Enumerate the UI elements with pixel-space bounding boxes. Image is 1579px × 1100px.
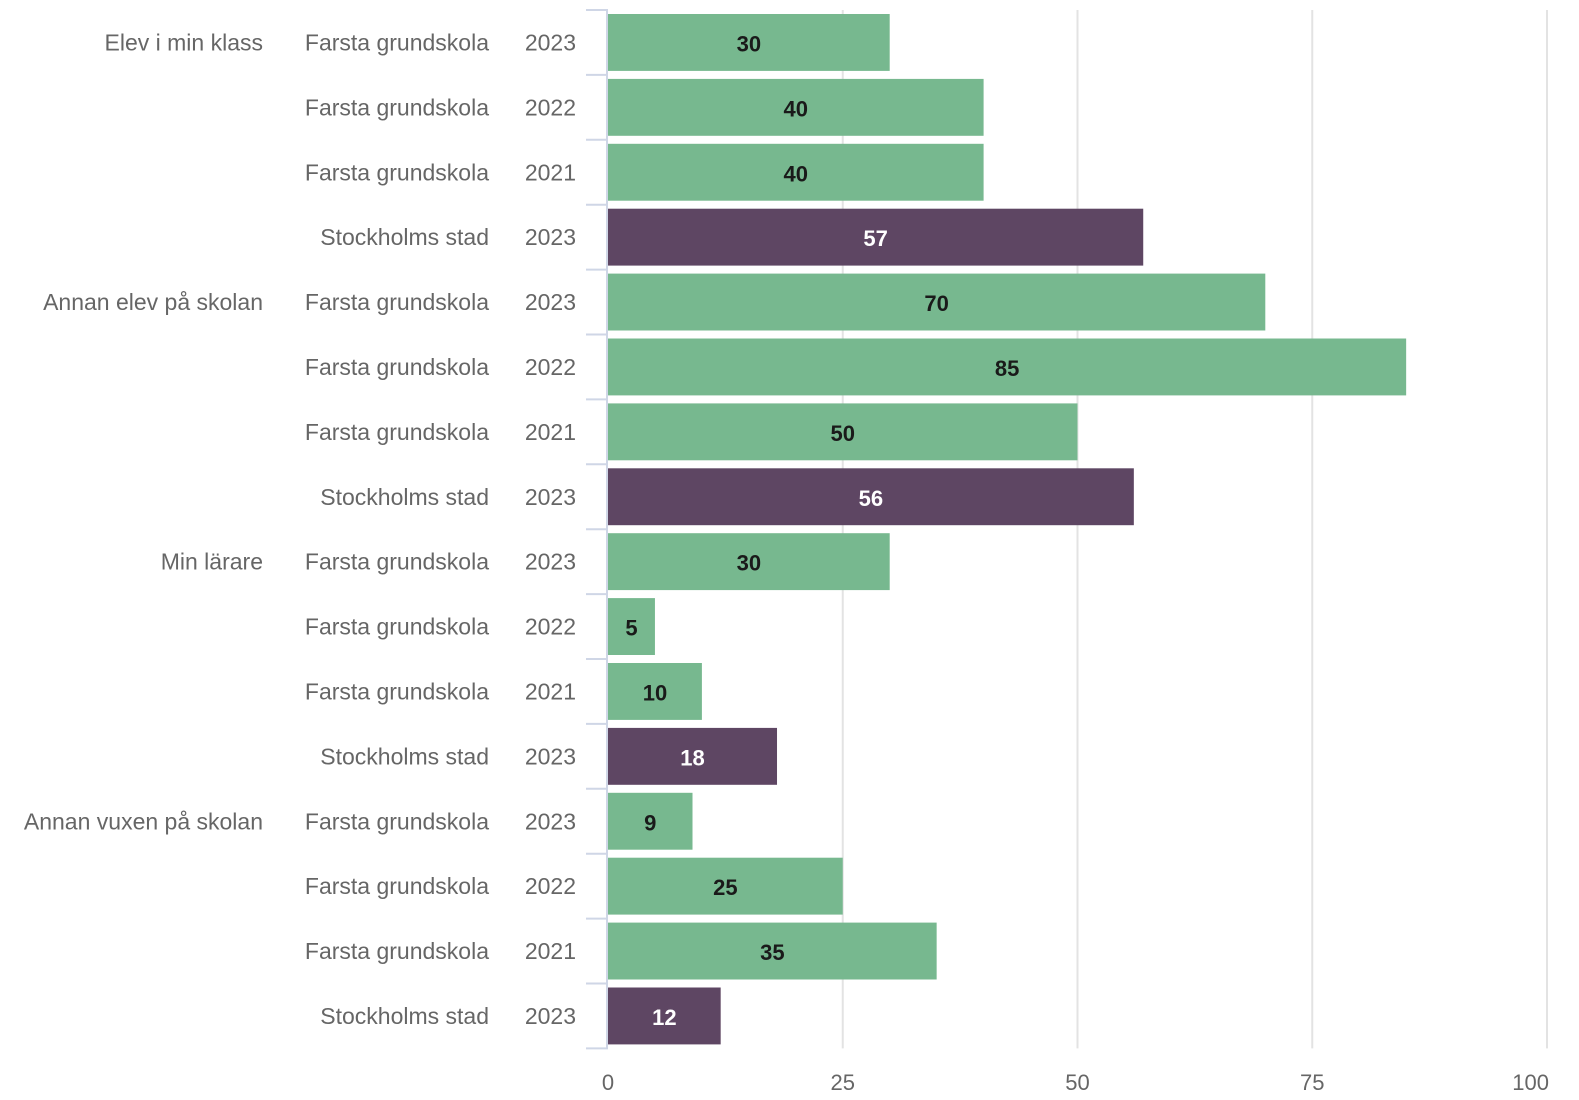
value-label: 25: [713, 875, 737, 900]
bar: [608, 533, 890, 591]
unit-label: Farsta grundskola: [305, 354, 489, 380]
unit-label: Farsta grundskola: [305, 873, 489, 899]
year-label: 2022: [525, 94, 576, 120]
x-axis-ticks: 0 25 50 75 100: [602, 1070, 1549, 1095]
year-label: 2021: [525, 938, 576, 964]
year-label: 2023: [525, 743, 576, 769]
year-label: 2022: [525, 354, 576, 380]
value-label: 18: [680, 745, 704, 770]
unit-label: Stockholms stad: [320, 484, 489, 510]
bar: [608, 14, 890, 71]
year-label: 2021: [525, 419, 576, 445]
row-labels: Elev i min klass Farsta grundskola 2023 Far…: [24, 29, 576, 1028]
value-label: 30: [737, 31, 761, 56]
value-label: 5: [625, 616, 637, 641]
value-label: 85: [995, 356, 1019, 381]
unit-label: Farsta grundskola: [305, 159, 489, 185]
bar: [608, 598, 655, 655]
value-label: 57: [863, 226, 887, 251]
value-label: 35: [760, 940, 784, 965]
year-label: 2021: [525, 159, 576, 185]
unit-label: Farsta grundskola: [305, 614, 489, 640]
year-label: 2023: [525, 1003, 576, 1029]
unit-label: Farsta grundskola: [305, 29, 489, 55]
bar: [608, 208, 1144, 266]
x-tick-label: 75: [1300, 1070, 1324, 1095]
group-label: Min lärare: [161, 549, 263, 575]
bar: [608, 273, 1266, 331]
value-label: 10: [643, 680, 667, 705]
x-tick-label: 100: [1512, 1070, 1549, 1095]
unit-label: Farsta grundskola: [305, 678, 489, 704]
unit-label: Farsta grundskola: [305, 938, 489, 964]
value-label: 56: [859, 486, 883, 511]
bar: [608, 403, 1078, 461]
value-label: 40: [784, 96, 808, 121]
value-label: 30: [737, 551, 761, 576]
x-tick-label: 0: [602, 1070, 614, 1095]
bar: [608, 143, 984, 201]
unit-label: Stockholms stad: [320, 1003, 489, 1029]
value-label: 70: [924, 291, 948, 316]
bar: [608, 468, 1134, 526]
unit-label: Farsta grundskola: [305, 419, 489, 445]
x-tick-label: 25: [831, 1070, 855, 1095]
year-label: 2022: [525, 873, 576, 899]
group-label: Annan elev på skolan: [43, 289, 263, 315]
bar: [608, 792, 693, 850]
year-label: 2023: [525, 224, 576, 250]
unit-label: Farsta grundskola: [305, 289, 489, 315]
bar: [608, 663, 702, 720]
year-label: 2023: [525, 289, 576, 315]
x-tick-label: 50: [1065, 1070, 1089, 1095]
y-axis: [586, 9, 608, 1050]
unit-label: Farsta grundskola: [305, 549, 489, 575]
bar: [608, 922, 937, 980]
bar: [608, 987, 721, 1045]
year-label: 2021: [525, 678, 576, 704]
year-label: 2023: [525, 549, 576, 575]
group-label: Annan vuxen på skolan: [24, 808, 263, 834]
year-label: 2023: [525, 29, 576, 55]
bar: [608, 338, 1407, 396]
unit-label: Farsta grundskola: [305, 808, 489, 834]
bars: 30 40 40 57 70 85 50 56 30 5 10 18 9 25 35 12: [608, 14, 1407, 1045]
value-label: 9: [644, 810, 656, 835]
value-label: 40: [784, 161, 808, 186]
unit-label: Stockholms stad: [320, 743, 489, 769]
year-label: 2023: [525, 808, 576, 834]
bar: [608, 727, 778, 785]
bar: [608, 78, 984, 136]
unit-label: Stockholms stad: [320, 224, 489, 250]
unit-label: Farsta grundskola: [305, 94, 489, 120]
year-label: 2023: [525, 484, 576, 510]
bar: [608, 857, 843, 915]
value-label: 12: [652, 1005, 676, 1030]
year-label: 2022: [525, 614, 576, 640]
group-label: Elev i min klass: [105, 29, 263, 55]
value-label: 50: [831, 421, 855, 446]
